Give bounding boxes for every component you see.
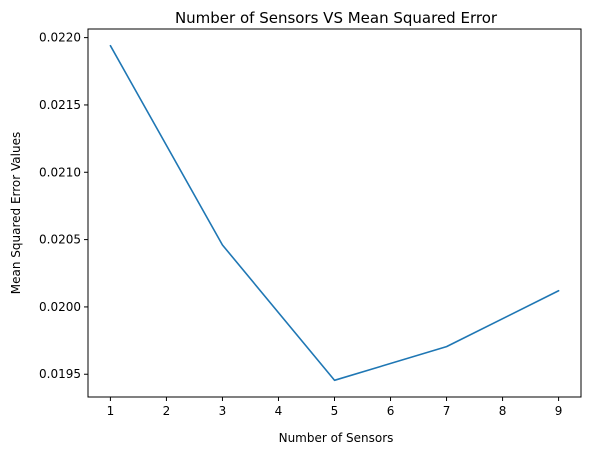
plot-area bbox=[87, 28, 582, 398]
x-tick-label: 3 bbox=[219, 404, 227, 418]
x-axis-label: Number of Sensors bbox=[279, 431, 394, 445]
x-tick-label: 6 bbox=[387, 404, 395, 418]
chart-title: Number of Sensors VS Mean Squared Error bbox=[175, 9, 498, 27]
x-tick-label: 4 bbox=[275, 404, 283, 418]
y-tick-label: 0.0210 bbox=[39, 165, 81, 179]
x-tick-label: 5 bbox=[331, 404, 339, 418]
x-tick-label: 9 bbox=[555, 404, 563, 418]
y-tick-label: 0.0215 bbox=[39, 98, 81, 112]
y-tick-label: 0.0200 bbox=[39, 300, 81, 314]
x-tick-label: 8 bbox=[499, 404, 507, 418]
x-tick-label: 7 bbox=[443, 404, 451, 418]
x-tick-label: 1 bbox=[107, 404, 115, 418]
y-axis-label: Mean Squared Error Values bbox=[9, 132, 23, 294]
x-tick-label: 2 bbox=[163, 404, 171, 418]
x-axis: 1 2 3 4 5 6 7 8 9 bbox=[107, 397, 563, 418]
series-line bbox=[109, 44, 560, 382]
y-tick-label: 0.0205 bbox=[39, 233, 81, 247]
y-tick-label: 0.0195 bbox=[39, 367, 81, 381]
series-layer bbox=[109, 44, 560, 382]
y-axis: 0.0195 0.0200 0.0205 0.0210 0.0215 0.0220 bbox=[39, 31, 88, 381]
y-tick-label: 0.0220 bbox=[39, 31, 81, 45]
